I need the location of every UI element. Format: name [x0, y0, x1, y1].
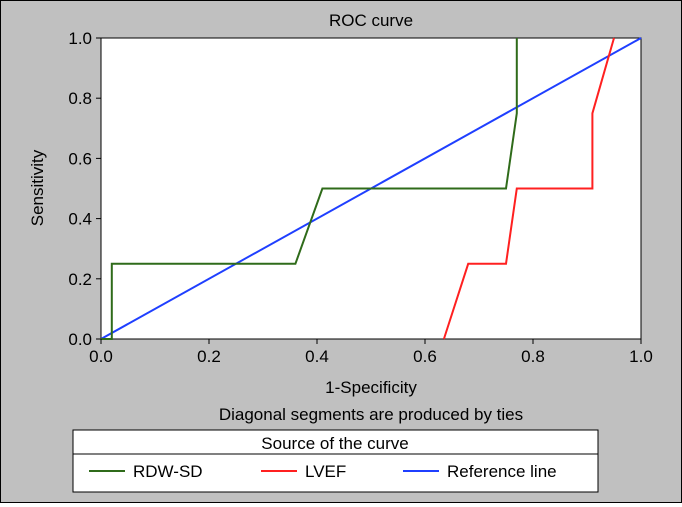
y-tick-label: 0.4 — [68, 210, 92, 229]
x-tick-label: 0.8 — [521, 347, 545, 366]
legend: Source of the curve RDW-SD LVEF Reference … — [72, 429, 599, 493]
legend-label: LVEF — [305, 462, 346, 481]
y-axis-label: Sensitivity — [28, 149, 47, 226]
series-line-lvef — [442, 37, 615, 340]
x-tick-label: 0.2 — [197, 347, 221, 366]
legend-box — [72, 429, 599, 493]
x-tick-label: 0.0 — [89, 347, 113, 366]
legend-title: Source of the curve — [261, 434, 408, 453]
legend-label: RDW-SD — [133, 462, 203, 481]
x-tick-label: 0.6 — [413, 347, 437, 366]
y-tick-label: 1.0 — [68, 29, 92, 48]
x-axis-label: 1-Specificity — [325, 378, 417, 397]
legend-label: Reference line — [447, 462, 557, 481]
x-tick-label: 1.0 — [629, 347, 653, 366]
ties-note: Diagonal segments are produced by ties — [219, 405, 523, 424]
y-tick-label: 0.2 — [68, 270, 92, 289]
x-tick-label: 0.4 — [305, 347, 329, 366]
series-line-rdw-sd — [101, 38, 518, 340]
y-tick-label: 0.0 — [68, 330, 92, 349]
chart-title: ROC curve — [329, 11, 413, 30]
y-tick-label: 0.8 — [68, 89, 92, 108]
y-tick-label: 0.6 — [68, 149, 92, 168]
